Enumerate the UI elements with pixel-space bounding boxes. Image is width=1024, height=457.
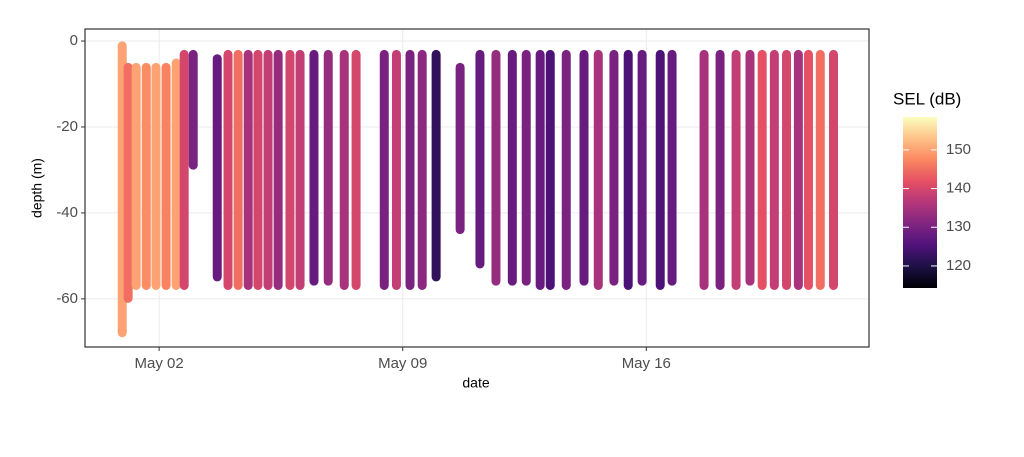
range-column bbox=[579, 49, 589, 286]
range-column bbox=[131, 62, 141, 290]
range-column bbox=[171, 58, 181, 290]
range-column bbox=[212, 54, 222, 282]
range-column bbox=[123, 62, 133, 303]
marks bbox=[117, 41, 839, 338]
colorbar-title: SEL (dB) bbox=[893, 89, 961, 108]
range-column bbox=[769, 49, 779, 290]
range-column bbox=[417, 49, 427, 290]
range-column bbox=[351, 49, 361, 290]
range-column bbox=[757, 49, 767, 290]
range-column bbox=[475, 49, 485, 269]
colorbar-tick-label: 120 bbox=[946, 257, 971, 274]
range-column bbox=[179, 49, 189, 290]
colorbar-tick-label: 150 bbox=[946, 141, 971, 158]
range-column bbox=[655, 49, 665, 290]
range-column bbox=[405, 49, 415, 290]
x-tick-label: May 09 bbox=[378, 355, 427, 372]
range-column bbox=[491, 49, 501, 286]
range-column bbox=[263, 49, 273, 290]
y-tick-label: 0 bbox=[70, 32, 78, 49]
colorbar bbox=[903, 117, 937, 288]
range-column bbox=[803, 49, 813, 290]
x-axis-label: date bbox=[462, 375, 489, 391]
range-column bbox=[815, 49, 825, 290]
range-column bbox=[609, 49, 619, 286]
range-column bbox=[323, 49, 333, 286]
range-column bbox=[455, 62, 465, 235]
range-column bbox=[745, 49, 755, 286]
x-tick-label: May 02 bbox=[135, 355, 184, 372]
range-column bbox=[829, 49, 839, 290]
range-column bbox=[223, 49, 233, 290]
range-column bbox=[243, 49, 253, 290]
range-column bbox=[593, 49, 603, 290]
range-column bbox=[233, 49, 243, 290]
range-column bbox=[715, 49, 725, 290]
range-column bbox=[151, 62, 161, 290]
range-column bbox=[637, 49, 647, 286]
range-column bbox=[253, 49, 263, 290]
colorbar-tick-label: 140 bbox=[946, 180, 971, 197]
range-column bbox=[545, 49, 555, 290]
range-column bbox=[379, 49, 389, 290]
range-column bbox=[535, 49, 545, 290]
range-column bbox=[285, 49, 295, 290]
range-column bbox=[793, 49, 803, 290]
y-tick-label: -40 bbox=[56, 204, 78, 221]
range-column bbox=[731, 49, 741, 290]
y-axis-label: depth (m) bbox=[29, 158, 45, 218]
range-column bbox=[431, 49, 441, 282]
y-tick-label: -20 bbox=[56, 118, 78, 135]
range-column bbox=[667, 49, 677, 286]
range-column bbox=[561, 49, 571, 290]
colorbar-tick-label: 130 bbox=[946, 218, 971, 235]
range-column bbox=[623, 49, 633, 290]
range-column bbox=[188, 49, 198, 170]
x-tick-label: May 16 bbox=[622, 355, 671, 372]
range-column bbox=[521, 49, 531, 286]
range-column bbox=[161, 62, 171, 290]
range-column bbox=[273, 49, 283, 290]
range-column bbox=[699, 49, 709, 290]
y-tick-label: -60 bbox=[56, 290, 78, 307]
range-column bbox=[309, 49, 319, 286]
range-column bbox=[507, 49, 517, 286]
range-column bbox=[782, 49, 792, 290]
range-column bbox=[339, 49, 349, 290]
range-column bbox=[141, 62, 151, 290]
plot-border bbox=[84, 28, 870, 348]
range-column bbox=[391, 49, 401, 290]
range-column bbox=[295, 49, 305, 290]
